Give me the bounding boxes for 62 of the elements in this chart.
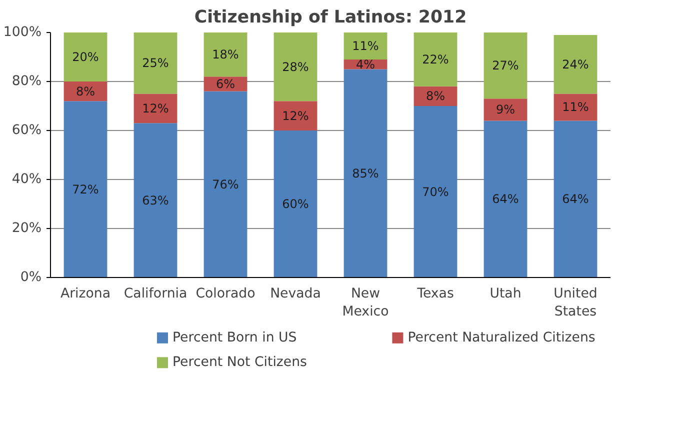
y-tick-label: 60%: [12, 123, 42, 138]
x-tick-label: Nevada: [270, 286, 321, 302]
y-tick-label: 0%: [20, 270, 42, 285]
bar: [554, 94, 598, 121]
bar: [344, 69, 388, 278]
x-tick-label: California: [124, 286, 188, 302]
legend-label: Percent Naturalized Citizens: [408, 330, 596, 346]
data-label: 64%: [492, 192, 519, 206]
data-label: 8%: [76, 84, 96, 98]
data-label: 76%: [212, 177, 239, 192]
bar: [414, 106, 458, 278]
data-label: 63%: [142, 193, 169, 208]
bar: [64, 32, 108, 82]
x-tick-label: United States: [554, 286, 598, 320]
bar: [484, 98, 528, 121]
data-label: 85%: [352, 166, 379, 180]
bar: [134, 32, 178, 94]
bar: [204, 91, 248, 278]
y-tick-label: 20%: [12, 221, 42, 236]
data-label: 4%: [356, 57, 376, 72]
bar: [554, 34, 598, 94]
bar: [134, 94, 178, 124]
data-label: 28%: [282, 60, 309, 74]
bar: [274, 130, 318, 278]
data-label: 8%: [426, 89, 446, 104]
data-label: 20%: [72, 50, 99, 64]
data-label: 9%: [496, 102, 516, 117]
bar: [414, 32, 458, 86]
data-label: 18%: [212, 48, 239, 62]
data-label: 27%: [492, 58, 519, 73]
y-tick-label: 80%: [12, 74, 42, 89]
data-label: 12%: [142, 101, 169, 116]
bar: [554, 120, 598, 278]
x-tick-label: New Mexico: [342, 286, 389, 320]
bar: [344, 32, 388, 60]
bar: [64, 101, 108, 278]
data-label: 60%: [282, 197, 309, 211]
bar: [484, 32, 528, 99]
y-tick-label: 40%: [12, 172, 42, 187]
x-tick-label: Texas: [416, 286, 454, 302]
chart-title: Citizenship of Latinos: 2012: [194, 8, 467, 28]
legend-label: Percent Born in US: [172, 330, 297, 346]
data-label: 12%: [282, 108, 309, 123]
data-label: 11%: [562, 100, 589, 114]
data-label: 70%: [422, 184, 449, 199]
data-label: 25%: [142, 56, 169, 70]
x-tick-label: Utah: [490, 286, 522, 302]
x-tick-label: Arizona: [60, 286, 111, 302]
bar: [274, 32, 318, 102]
legend-label: Percent Not Citizens: [172, 355, 308, 370]
data-label: 22%: [422, 52, 449, 66]
data-label: 24%: [562, 57, 589, 72]
y-tick-label: 100%: [3, 25, 42, 40]
bar: [484, 120, 528, 278]
data-label: 6%: [216, 76, 236, 91]
bar: [134, 123, 178, 278]
bar: [274, 101, 318, 130]
bar: [204, 32, 248, 77]
x-tick-label: Colorado: [196, 286, 256, 302]
data-label: 72%: [72, 182, 99, 196]
data-label: 11%: [352, 38, 379, 53]
data-label: 64%: [562, 192, 589, 206]
